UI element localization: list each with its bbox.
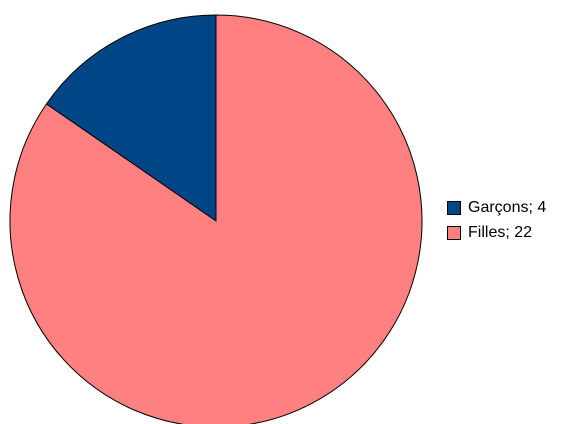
- pie-slice-filles: [9, 14, 423, 424]
- legend-item-garcons: Garçons; 4: [447, 197, 572, 218]
- legend-item-filles: Filles; 22: [447, 222, 572, 243]
- legend-label-filles: Filles; 22: [468, 224, 533, 241]
- legend: Garçons; 4 Filles; 22: [447, 197, 572, 247]
- legend-swatch-filles: [447, 225, 461, 240]
- legend-label-garcons: Garçons; 4: [468, 199, 547, 216]
- legend-swatch-garcons: [447, 200, 461, 215]
- pie-slice-garcons: [45, 14, 217, 222]
